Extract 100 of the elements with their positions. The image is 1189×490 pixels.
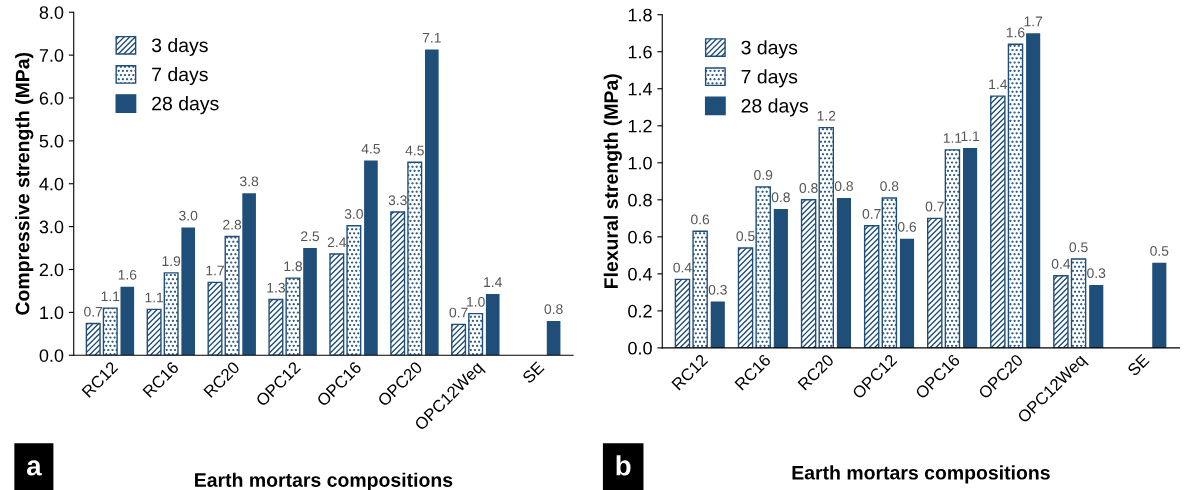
bar [146, 308, 162, 356]
data-label: 2.4 [327, 237, 347, 248]
bar [899, 238, 915, 348]
bar [773, 209, 788, 348]
bar [1026, 33, 1041, 348]
text: a [26, 460, 42, 476]
data-label: 1.9 [162, 256, 181, 267]
bar [1053, 275, 1069, 348]
legend-label: 3 days [151, 37, 208, 57]
data-label: 4.5 [361, 143, 380, 154]
y-tick-label: 0.6 [628, 230, 652, 244]
x-axis-title: Earth mortars compositions [195, 472, 453, 490]
bar [990, 95, 1006, 348]
bar [303, 248, 317, 356]
data-label: 0.5 [1150, 246, 1169, 256]
bar [468, 312, 484, 356]
data-label: 0.8 [544, 304, 563, 315]
bar [963, 147, 978, 348]
data-label: 0.4 [673, 262, 692, 273]
data-label: 0.3 [1087, 268, 1106, 279]
bar [1007, 43, 1024, 348]
y-tick-label: 2.0 [39, 263, 64, 277]
bar [818, 126, 835, 348]
y-tick-label: 7.0 [39, 49, 64, 62]
y-tick-label: 1.6 [628, 45, 652, 59]
bar [407, 161, 423, 356]
data-label: 0.8 [799, 183, 818, 193]
bar [207, 281, 223, 356]
data-label: 3.0 [344, 209, 363, 219]
data-label: 1.4 [989, 79, 1008, 90]
bar [120, 286, 135, 356]
data-label: 1.4 [484, 277, 502, 287]
bar [329, 253, 345, 356]
y-tick-label: 6.0 [39, 91, 64, 105]
legend-label: 3 days [741, 40, 798, 59]
data-label: 0.7 [925, 201, 944, 212]
y-axis-title: Flexural strength (MPa) [603, 74, 622, 289]
data-label: 4.5 [405, 145, 424, 156]
bar [546, 320, 561, 356]
data-label: 1.6 [1006, 27, 1025, 38]
bar [485, 293, 500, 356]
bar [364, 160, 378, 356]
data-label: 3.0 [179, 210, 198, 221]
data-label: 0.8 [771, 192, 790, 203]
x-tick-label: SE [521, 360, 545, 384]
y-tick-label: 3.0 [39, 220, 64, 234]
data-label: 1.1 [943, 133, 962, 143]
data-label: 1.8 [284, 261, 303, 272]
bar [163, 272, 179, 356]
legend-label: 28 days [152, 96, 219, 115]
bar [85, 322, 101, 356]
bar [674, 278, 691, 348]
legend-label: 7 days [741, 69, 798, 88]
data-label: 0.7 [862, 208, 881, 219]
data-label: 2.5 [301, 231, 320, 242]
bar [1089, 284, 1104, 348]
data-label: 0.5 [736, 231, 755, 242]
bar [181, 227, 196, 356]
data-label: 1.6 [118, 269, 137, 280]
y-tick-label: 4.0 [39, 177, 64, 191]
y-tick-label: 0.4 [628, 267, 653, 281]
data-label: 0.7 [449, 307, 468, 318]
bar [268, 298, 284, 356]
y-tick-label: 0.0 [39, 349, 64, 362]
bar [390, 211, 406, 356]
bar [863, 225, 880, 348]
data-label: 3.8 [239, 176, 259, 187]
x-axis-title: Earth mortars compositions [792, 465, 1050, 484]
bar [737, 247, 754, 348]
bar [926, 217, 943, 348]
data-label: 1.1 [145, 292, 164, 303]
data-label: 1.2 [817, 110, 836, 121]
bar [944, 149, 961, 348]
legend-label: 28 days [741, 98, 809, 117]
bar [692, 230, 708, 348]
data-label: 3.3 [388, 195, 407, 206]
y-tick-label: 5.0 [39, 134, 64, 148]
bar [285, 277, 301, 356]
bar [1152, 262, 1167, 348]
data-label: 0.3 [708, 284, 727, 295]
y-tick-label: 1.0 [628, 156, 652, 170]
data-label: 0.6 [897, 221, 917, 232]
data-label: 1.7 [1024, 16, 1043, 27]
legend-label: 7 days [152, 67, 208, 86]
bar [710, 301, 725, 348]
bar [1070, 258, 1087, 348]
y-tick-label: 1.2 [628, 119, 652, 133]
data-label: 0.5 [1069, 242, 1088, 253]
bar [346, 225, 362, 356]
bar [755, 186, 771, 348]
text: b [616, 455, 631, 476]
bar [451, 323, 467, 356]
bar [881, 197, 898, 348]
y-tick-label: 0.2 [628, 304, 652, 318]
data-label: 0.8 [880, 181, 899, 192]
bar [102, 307, 118, 356]
bar [224, 235, 240, 356]
data-label: 0.4 [1051, 258, 1071, 269]
y-tick-label: 8.0 [39, 6, 64, 19]
y-axis-title: Compressive strength (MPa) [15, 52, 34, 315]
